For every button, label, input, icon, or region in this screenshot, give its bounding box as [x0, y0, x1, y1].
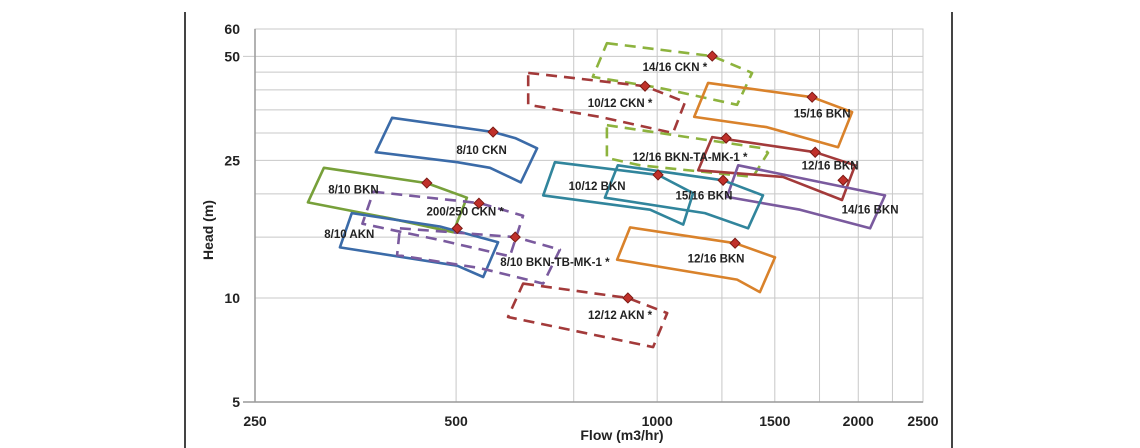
x-tick-label: 500: [444, 413, 468, 429]
duty-point-marker: [729, 237, 741, 249]
pump-label: 12/16 BKN: [802, 160, 859, 172]
duty-point-marker: [652, 169, 664, 181]
duty-point-marker: [809, 146, 821, 158]
duty-point-marker: [509, 231, 521, 243]
gridlines: [243, 28, 924, 403]
axis-ticks: 250 500 1000 1500 2000 2500 5 10 25 50 60: [224, 21, 938, 429]
pump-label: 14/16 BKN: [842, 205, 899, 217]
duty-point-marker: [487, 126, 499, 138]
pump-range-14: [506, 282, 669, 349]
pump-range-3: [361, 190, 525, 258]
pump-labels: 8/10 CKN 8/10 BKN 8/10 AKN 200/250 CKN * 8/1…: [324, 62, 898, 322]
y-tick-label: 60: [224, 21, 240, 37]
duty-point-marker: [720, 132, 732, 144]
x-tick-label: 2000: [843, 413, 874, 429]
x-axis-title: Flow (m3/hr): [580, 427, 663, 443]
pump-range-0: [374, 116, 539, 184]
x-tick-label: 1000: [642, 413, 673, 429]
pump-label: 12/12 AKN *: [588, 310, 653, 322]
pump-label: 14/16 CKN *: [643, 62, 708, 74]
pump-label: 10/12 CKN *: [588, 98, 653, 110]
duty-point-marker: [806, 91, 818, 103]
pump-label: 15/16 BKN: [794, 108, 851, 120]
y-tick-label: 25: [224, 152, 240, 168]
y-tick-label: 5: [232, 394, 240, 410]
duty-point-marker: [473, 197, 485, 209]
right-border-line: [951, 12, 953, 448]
duty-point-marker: [837, 174, 849, 186]
left-border-line: [184, 12, 186, 448]
pump-label: 12/16 BKN: [688, 254, 745, 266]
pump-range-10: [725, 164, 887, 230]
x-tick-label: 2500: [907, 413, 938, 429]
duty-point-marker: [717, 174, 729, 186]
x-tick-label: 250: [243, 413, 267, 429]
pump-label: 10/12 BKN: [569, 181, 626, 193]
pump-ranges: [306, 41, 887, 349]
pump-label: 200/250 CKN *: [427, 206, 505, 218]
x-tick-label: 1500: [759, 413, 790, 429]
pump-label: 15/16 BKN: [676, 190, 733, 202]
y-axis-title: Head (m): [200, 200, 216, 260]
duty-point-marker: [639, 80, 651, 92]
y-tick-label: 50: [224, 48, 240, 64]
pump-range-2: [338, 211, 500, 279]
duty-point-marker: [451, 222, 463, 235]
pump-label: 8/10 BKN-TB-MK-1 *: [500, 257, 610, 269]
pump-label: 8/10 BKN: [328, 184, 379, 196]
y-tick-label: 10: [224, 290, 240, 306]
pump-range-5: [591, 41, 754, 107]
duty-point-markers: [421, 50, 849, 304]
duty-point-marker: [421, 177, 433, 189]
pump-label: 8/10 CKN: [456, 145, 507, 157]
duty-point-marker: [622, 292, 634, 304]
duty-point-marker: [706, 50, 718, 62]
pump-label: 12/16 BKN-TA-MK-1 *: [633, 152, 748, 164]
pump-range-1: [306, 166, 469, 234]
pump-label: 8/10 AKN: [324, 229, 374, 241]
